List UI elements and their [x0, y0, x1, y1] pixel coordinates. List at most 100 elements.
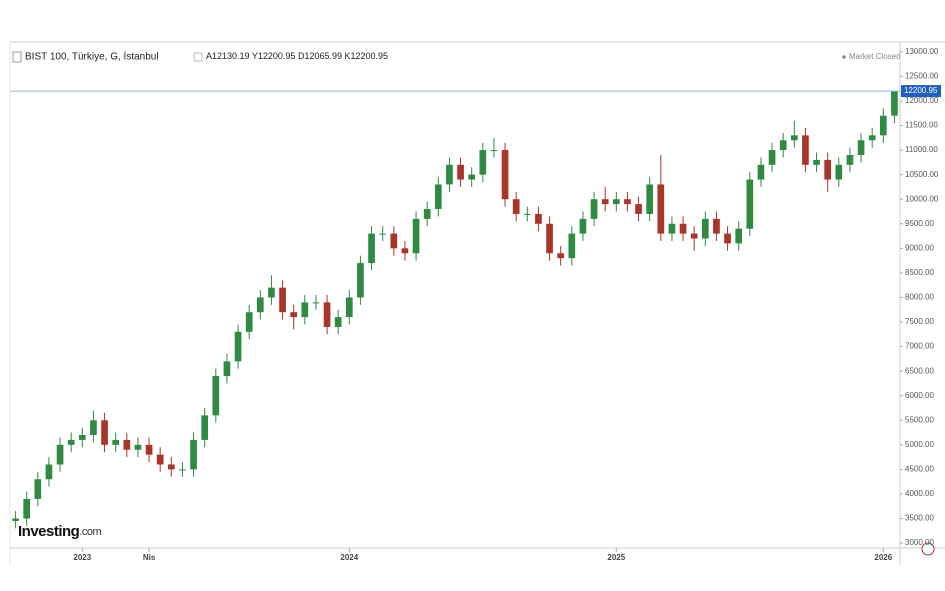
- logo: Investing.com: [18, 523, 102, 540]
- candle-body: [290, 312, 298, 318]
- candle-body: [701, 218, 709, 239]
- candle-body: [201, 415, 209, 440]
- y-tick-label: 9500.00: [905, 219, 934, 228]
- candle-body: [212, 376, 220, 416]
- ohlc-open: A12130.19: [206, 51, 250, 61]
- candle-body: [713, 218, 720, 234]
- candle-body: [279, 287, 286, 313]
- y-tick-label: 12000.00: [905, 96, 939, 105]
- logo-suffix: .com: [79, 526, 101, 538]
- candle-body: [45, 464, 53, 480]
- y-tick-label: 13000.00: [905, 47, 939, 56]
- candle-body: [568, 233, 576, 259]
- candle-body: [345, 297, 353, 318]
- candle-body: [67, 439, 75, 445]
- candle-body: [779, 140, 787, 151]
- candle-body: [479, 150, 487, 175]
- candle-body: [78, 435, 86, 440]
- status-dot: [842, 55, 846, 59]
- candle-body: [635, 204, 642, 214]
- candle-body: [223, 361, 231, 377]
- y-tick-label: 9000.00: [905, 243, 934, 252]
- candle-body: [824, 159, 832, 180]
- last-price-box: [901, 85, 941, 98]
- candle-body: [501, 150, 509, 200]
- candle-body: [535, 213, 542, 224]
- y-tick-label: 11000.00: [905, 145, 938, 154]
- ohlc-close: K12200.95: [345, 51, 389, 61]
- last-price-label: 12200.95: [904, 86, 938, 95]
- x-tick-label: 2026: [874, 553, 892, 562]
- candle-body: [657, 184, 665, 234]
- candle-body: [668, 223, 676, 234]
- candle-body: [724, 233, 731, 244]
- candle-body: [412, 218, 420, 254]
- logo-main: Investing: [18, 523, 80, 540]
- candle-body: [34, 479, 42, 499]
- candle-body: [846, 154, 854, 165]
- candle-body: [301, 302, 309, 318]
- candle-body: [268, 287, 275, 298]
- y-tick-label: 4500.00: [905, 465, 934, 474]
- candle-body: [512, 199, 520, 214]
- candle-body: [523, 213, 531, 215]
- candle-body: [457, 164, 464, 180]
- header-icon: [193, 52, 203, 62]
- candle-body: [190, 439, 197, 470]
- candle-body: [23, 498, 31, 519]
- candle-body: [156, 454, 164, 465]
- candle-body: [101, 420, 108, 445]
- candle-body: [112, 439, 120, 445]
- candle-body: [857, 140, 865, 155]
- candle-body: [179, 469, 186, 471]
- candle-body: [813, 159, 820, 165]
- candle-body: [746, 179, 754, 229]
- candle-body: [590, 199, 598, 219]
- y-tick-label: 6000.00: [905, 391, 934, 400]
- candle-body: [446, 164, 453, 185]
- candle-body: [390, 233, 398, 249]
- x-tick-label: 2023: [73, 553, 91, 562]
- candle-body: [245, 312, 253, 332]
- settings-icon[interactable]: [921, 542, 935, 556]
- candle-body: [145, 444, 153, 455]
- candle-body: [646, 184, 654, 214]
- candle-body: [134, 444, 142, 450]
- y-tick-label: 6500.00: [905, 366, 934, 375]
- y-tick-label: 12500.00: [905, 71, 939, 80]
- candle-body: [357, 263, 364, 298]
- candle-body: [90, 420, 97, 436]
- x-tick-label: 2024: [340, 553, 358, 562]
- candle-body: [123, 439, 131, 450]
- market-status: Market Closed: [849, 52, 901, 61]
- y-tick-label: 5500.00: [905, 415, 934, 424]
- candle-body: [735, 228, 743, 244]
- candle-body: [546, 223, 553, 254]
- candle-body: [601, 199, 609, 205]
- candle-body: [679, 223, 687, 234]
- candle-body: [790, 135, 798, 141]
- y-tick-label: 4000.00: [905, 489, 934, 498]
- candle-body: [891, 91, 898, 116]
- candle-body: [334, 317, 342, 327]
- candle-body: [579, 218, 587, 234]
- candle-body: [234, 331, 242, 362]
- candle-body: [690, 233, 698, 239]
- candle-body: [757, 164, 765, 180]
- candle-body: [557, 253, 565, 259]
- ohlc-high: Y12200.95: [252, 51, 296, 61]
- candle-body: [256, 297, 264, 313]
- candle-body: [12, 518, 19, 521]
- candle-body: [802, 135, 809, 165]
- y-tick-label: 8000.00: [905, 293, 934, 302]
- candle-body: [312, 302, 320, 304]
- candle-body: [490, 150, 498, 152]
- candle-body: [56, 444, 64, 465]
- candle-body: [323, 302, 331, 327]
- candle-body: [423, 209, 431, 219]
- y-tick-label: 7000.00: [905, 342, 934, 351]
- candle-body: [879, 115, 887, 136]
- candle-body: [468, 174, 476, 180]
